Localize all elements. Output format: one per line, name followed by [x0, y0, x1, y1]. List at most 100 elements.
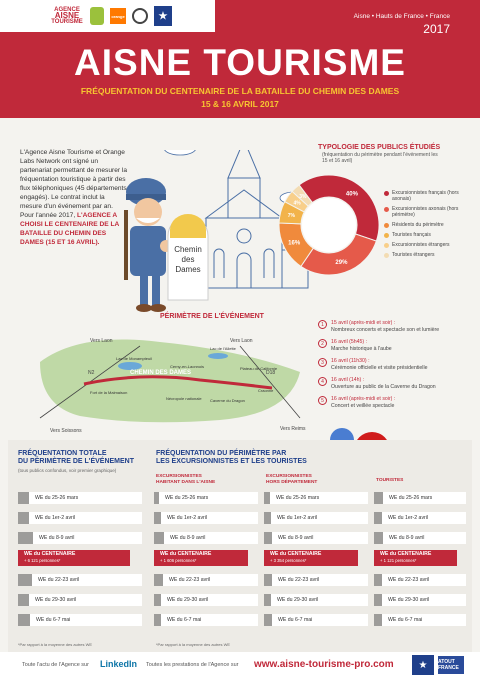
we-label: WE du 1er-2 avril: [167, 515, 208, 521]
we-row: WE du 8-9 avril: [18, 532, 142, 544]
page-subtitle: FRÉQUENTATION DU CENTENAIRE DE LA BATAIL…: [80, 86, 400, 96]
region-logo: [90, 7, 104, 25]
we-bar: [18, 532, 33, 544]
we-bar: [374, 492, 383, 504]
footnote: *Par rapport à la moyenne des autres WE: [156, 642, 231, 647]
col-head-touristes: TOURISTES: [376, 478, 403, 484]
intro-text: L'Agence Aisne Tourisme et Orange Labs N…: [20, 148, 128, 247]
soldier-icon: [124, 178, 172, 312]
we-row: WE du 25-26 mars: [18, 492, 142, 504]
donut-data-label: 3%: [299, 194, 307, 200]
donut-data-label: 16%: [288, 241, 301, 247]
we-box: [164, 532, 258, 544]
we-bar: [18, 614, 30, 626]
publics-donut-chart: 40% 29% 16% 7% 4%3%: [278, 174, 380, 276]
total-title-line1: FRÉQUENTATION TOTALE: [18, 450, 107, 457]
we-label: WE du 6-7 mai: [278, 617, 313, 623]
cloud-icon: [164, 150, 196, 156]
year-text: 2017: [423, 22, 450, 36]
we-bar: [18, 512, 29, 524]
we-label: WE du 6-7 mai: [388, 617, 423, 623]
we-label: WE du 6-7 mai: [167, 617, 202, 623]
partner-logos: AGENCE AISNE TOURISME orange ★: [0, 0, 215, 32]
event-text: 15 avril (après-midi et soir) : Nombreux …: [331, 320, 439, 333]
we-row: WE du 29-30 avril: [264, 594, 368, 606]
road-label: N2: [88, 370, 95, 376]
we-label: WE du 22-23 avril: [278, 577, 320, 583]
donut-slice: [298, 174, 380, 242]
logo-text: orange: [111, 13, 125, 19]
legend-label: Excursionnistes français (hors axonais): [392, 190, 459, 202]
chemin-des-dames-road: [83, 375, 273, 390]
we-label: WE du 6-7 mai: [36, 617, 71, 623]
header-banner: AGENCE AISNE TOURISME orange ★ Aisne • H…: [0, 0, 480, 118]
we-box: [161, 594, 258, 606]
we-bar: [18, 574, 32, 586]
we-bar: [18, 594, 29, 606]
we-box: [382, 614, 466, 626]
we-centenaire-value: + 1 121 personnes*: [380, 558, 417, 563]
we-centenaire-row: WE du CENTENAIRE + 3 354 personnes*: [264, 550, 368, 566]
publics-title: TYPOLOGIE DES PUBLICS ÉTUDIÉS: [318, 144, 441, 151]
event-item: 5 16 avril (après-midi et soir) : Concert …: [318, 396, 468, 409]
we-bar: [154, 574, 163, 586]
we-bar: [154, 594, 161, 606]
event-desc: Cérémonie officielle et visite président…: [331, 364, 428, 371]
we-box: [32, 574, 142, 586]
legend-swatch: [384, 253, 389, 258]
we-bar: [374, 614, 382, 626]
event-desc: Ouverture au public de la Caverne du Dra…: [331, 383, 436, 390]
we-box: [161, 512, 258, 524]
logo-text: TOURISME: [51, 19, 83, 25]
logo-text: AGENCE: [54, 7, 80, 13]
we-row: WE du 1er-2 avril: [154, 512, 258, 524]
footer-text: Toute l'actu de l'Agence sur: [22, 662, 89, 668]
we-label: WE du 8-9 avril: [170, 535, 206, 541]
we-bar: [154, 614, 161, 626]
we-label: WE du 8-9 avril: [389, 535, 425, 541]
chemin-des-dames-milestone: Chemin des Dames: [167, 214, 209, 301]
we-centenaire-value: + 1 606 personnes*: [160, 558, 197, 563]
we-centenaire-row: WE du CENTENAIRE + 1 121 personnes*: [374, 550, 466, 566]
we-box: [272, 574, 368, 586]
lake-icon: [208, 353, 228, 359]
we-label: WE du 29-30 avril: [388, 597, 430, 603]
event-item: 4 16 avril (14h) : Ouverture au public de …: [318, 377, 468, 390]
we-centenaire-row: WE du CENTENAIRE + 6 121 personnes*: [18, 550, 142, 566]
we-box: [29, 492, 142, 504]
col-head-hors: EXCURSIONNISTES HORS DÉPARTEMENT: [266, 474, 317, 486]
legend-item: Excursionnistes axonais (hors périmètre): [384, 206, 474, 218]
we-box: [382, 594, 466, 606]
we-label: WE du 25-26 mars: [276, 495, 320, 501]
place-label: Cerny-en-Laonnois: [170, 364, 204, 369]
we-box: [383, 492, 466, 504]
donut-data-label: 29%: [335, 260, 348, 266]
event-time: 15 avril (après-midi et soir) :: [331, 320, 396, 326]
we-row: WE du 6-7 mai: [264, 614, 368, 626]
we-label: WE du 29-30 avril: [277, 597, 319, 603]
we-box: [383, 532, 466, 544]
we-box: [382, 512, 466, 524]
col-head-text: HORS DÉPARTEMENT: [266, 480, 318, 485]
road-label: CHEMIN DES DAMES: [130, 370, 191, 376]
road-label: Vers Soissons: [50, 428, 82, 434]
event-number: 1: [318, 320, 327, 329]
website-link[interactable]: www.aisne-tourisme-pro.com: [254, 659, 394, 670]
we-bar: [374, 574, 382, 586]
event-time: 16 avril (5h45) :: [331, 339, 368, 345]
we-label: WE du 1er-2 avril: [35, 515, 76, 521]
legend-item: Excursionnistes étrangers: [384, 242, 474, 248]
event-item: 2 16 avril (5h45) : Marche historique à l'…: [318, 339, 468, 352]
legend-label: Excursionnistes axonais (hors périmètre): [392, 206, 459, 218]
we-box: [33, 532, 142, 544]
we-bar: [264, 614, 272, 626]
we-label: WE du 25-26 mars: [165, 495, 209, 501]
event-desc: Concert et veillée spectacle: [331, 402, 395, 409]
linkedin-link[interactable]: LinkedIn: [100, 659, 138, 669]
legend-swatch: [384, 207, 389, 212]
milestone-text: Chemin: [174, 245, 202, 254]
aisne-star-logo: ★: [154, 6, 172, 26]
we-row: WE du 25-26 mars: [264, 492, 368, 504]
we-label: WE du 1er-2 avril: [388, 515, 429, 521]
we-box: [270, 492, 368, 504]
